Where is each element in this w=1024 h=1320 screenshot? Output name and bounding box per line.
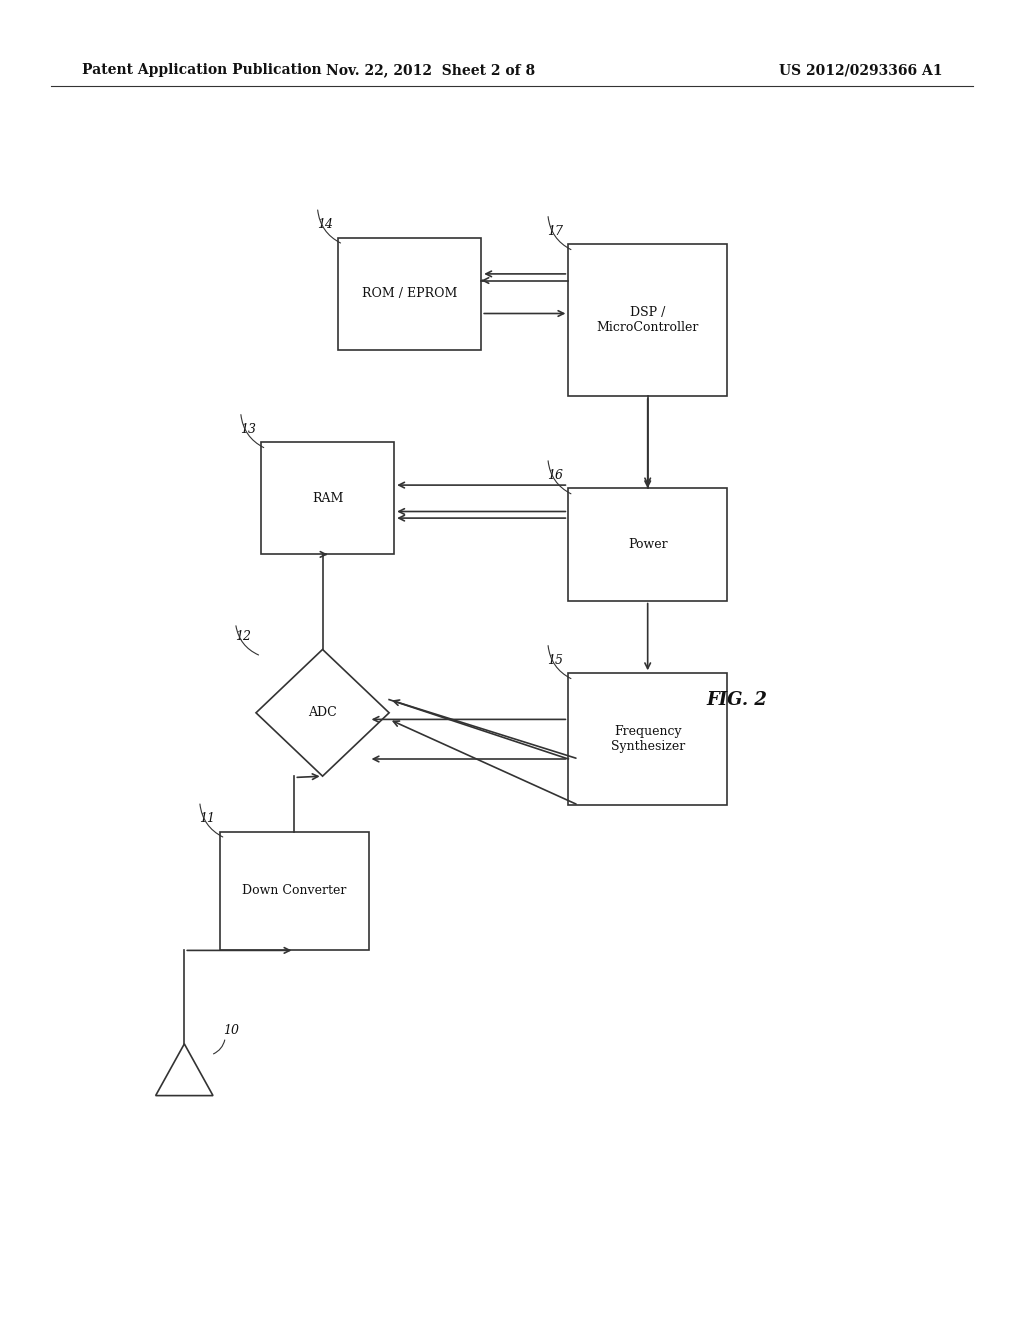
Text: DSP /
MicroController: DSP / MicroController: [597, 306, 698, 334]
Text: Power: Power: [628, 539, 668, 550]
Text: US 2012/0293366 A1: US 2012/0293366 A1: [778, 63, 942, 78]
FancyBboxPatch shape: [338, 238, 481, 350]
FancyBboxPatch shape: [261, 442, 394, 554]
FancyBboxPatch shape: [568, 244, 727, 396]
Text: Down Converter: Down Converter: [243, 884, 346, 898]
Text: 13: 13: [240, 422, 256, 436]
FancyBboxPatch shape: [220, 832, 369, 950]
FancyBboxPatch shape: [568, 488, 727, 601]
Text: 10: 10: [223, 1024, 240, 1038]
Text: Frequency
Synthesizer: Frequency Synthesizer: [610, 725, 685, 754]
Text: 11: 11: [199, 812, 215, 825]
Text: Nov. 22, 2012  Sheet 2 of 8: Nov. 22, 2012 Sheet 2 of 8: [326, 63, 535, 78]
Text: ADC: ADC: [308, 706, 337, 719]
Text: FIG. 2: FIG. 2: [707, 690, 768, 709]
Polygon shape: [256, 649, 389, 776]
Text: 16: 16: [547, 469, 563, 482]
Polygon shape: [156, 1044, 213, 1096]
Text: 14: 14: [316, 218, 333, 231]
Text: Patent Application Publication: Patent Application Publication: [82, 63, 322, 78]
Text: 15: 15: [547, 653, 563, 667]
Text: ROM / EPROM: ROM / EPROM: [361, 288, 458, 300]
Text: 17: 17: [547, 224, 563, 238]
Text: 12: 12: [234, 630, 251, 643]
Text: RAM: RAM: [312, 492, 343, 504]
FancyBboxPatch shape: [568, 673, 727, 805]
